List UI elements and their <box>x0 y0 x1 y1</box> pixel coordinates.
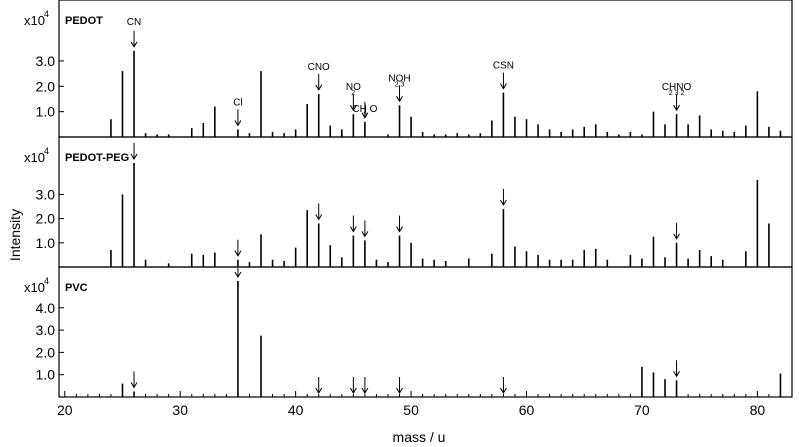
multiplier-exponent: 4 <box>44 276 49 286</box>
arrow-head <box>349 226 357 233</box>
arrow-head <box>234 250 242 257</box>
arrow-head <box>499 387 507 394</box>
arrow-head <box>499 83 507 90</box>
annotation-subscript: 2 <box>363 112 367 119</box>
arrow-head <box>361 112 369 119</box>
annotation-label: CN <box>127 17 141 28</box>
panel-name: PVC <box>65 282 88 294</box>
annotation-arrow <box>234 268 242 278</box>
arrow-head <box>130 41 138 48</box>
panel-frame <box>58 0 793 138</box>
annotation-arrow <box>673 360 680 378</box>
y-tick-label: 2.0 <box>36 211 56 227</box>
y-tick-label: 3.0 <box>36 322 56 338</box>
x-tick-label: 50 <box>403 402 419 418</box>
annotation-arrow <box>130 371 138 389</box>
panel-name: PEDOT-PEG <box>65 152 129 164</box>
x-tick-label: 40 <box>288 402 304 418</box>
annotation-arrow: CH O2 <box>352 101 378 119</box>
annotation-label: CHNO <box>662 82 692 93</box>
arrow-head <box>349 104 357 112</box>
panel-frame <box>58 136 793 268</box>
annotation-arrow <box>361 220 369 238</box>
arrow-head <box>673 104 680 112</box>
arrow-head <box>499 199 507 206</box>
annotation-arrow <box>315 377 323 394</box>
annotation-arrow: CN <box>127 17 141 48</box>
annotation-arrow <box>315 203 323 221</box>
arrow-head <box>396 96 403 103</box>
annotation-label: NOH <box>388 73 410 84</box>
multiplier-exponent: 4 <box>44 146 49 156</box>
annotation-arrow <box>396 215 403 233</box>
y-tick-label: 2.0 <box>36 344 56 360</box>
arrow-head <box>130 382 138 389</box>
x-tick-label: 60 <box>519 402 535 418</box>
y-axis-label: Intensity <box>7 209 23 261</box>
panel-pvc: 1.0 2.0 3.0 4.0 x10 4 PVC <box>24 266 793 398</box>
annotation-arrow: CSN <box>493 61 514 90</box>
annotation-arrow <box>130 143 138 160</box>
annotation-arrow <box>349 377 357 394</box>
annotation-arrow <box>673 222 680 240</box>
multiplier-label: x10 <box>24 13 45 28</box>
arrow-head <box>673 371 680 378</box>
arrow-head <box>361 387 369 394</box>
x-tick-label: 30 <box>172 402 188 418</box>
annotation-arrow <box>396 377 403 394</box>
y-tick-label: 3.0 <box>36 53 56 69</box>
panel-pedot-peg: 1.0 2.0 3.0 x10 4 PEDOT-PEG <box>24 136 793 268</box>
y-tick-label: 1.0 <box>36 235 56 251</box>
annotation-label: NO <box>346 82 361 93</box>
annotation-label: CNO <box>308 62 330 73</box>
annotation-arrow <box>499 377 507 394</box>
arrow-head <box>396 387 403 394</box>
multiplier-label: x10 <box>24 280 45 295</box>
annotation-label: CSN <box>493 61 514 72</box>
annotation-subscript: 2 3 <box>395 81 405 88</box>
annotation-arrow <box>361 377 369 394</box>
y-tick-label: 1.0 <box>36 367 56 383</box>
x-axis-label: mass / u <box>393 429 446 445</box>
x-tick-label: 80 <box>750 402 766 418</box>
annotation-subscript: 2 <box>351 90 355 97</box>
arrow-head <box>349 387 357 394</box>
arrow-head <box>315 387 323 394</box>
arrow-head <box>315 84 323 91</box>
multiplier-exponent: 4 <box>44 9 49 19</box>
annotation-arrow: CNO <box>308 62 330 91</box>
arrow-head <box>130 153 138 160</box>
annotation-arrow: NO2 <box>346 82 361 112</box>
y-tick-label: 4.0 <box>36 300 56 316</box>
y-tick-label: 3.0 <box>36 186 56 202</box>
annotation-arrow <box>234 239 242 257</box>
annotation-label: Cl <box>233 97 242 108</box>
arrow-head <box>234 271 242 278</box>
panel-name: PEDOT <box>65 15 103 27</box>
arrow-head <box>673 233 680 240</box>
arrow-head <box>315 214 323 221</box>
annotation-label: CH O <box>352 104 377 115</box>
panel-frame <box>58 266 793 398</box>
annotation-subscript: 2 3 2 <box>669 90 685 97</box>
annotation-arrow <box>349 215 357 233</box>
x-axis: 20 30 40 50 60 70 80 <box>57 391 793 418</box>
x-tick-label: 20 <box>57 402 73 418</box>
arrow-head <box>396 226 403 233</box>
multiplier-label: x10 <box>24 150 45 165</box>
arrow-head <box>234 120 242 127</box>
y-tick-label: 1.0 <box>36 104 56 120</box>
annotation-arrow <box>499 188 507 206</box>
arrow-head <box>361 231 369 238</box>
x-tick-label: 70 <box>634 402 650 418</box>
y-tick-label: 2.0 <box>36 78 56 94</box>
annotation-arrow: Cl <box>233 97 243 127</box>
